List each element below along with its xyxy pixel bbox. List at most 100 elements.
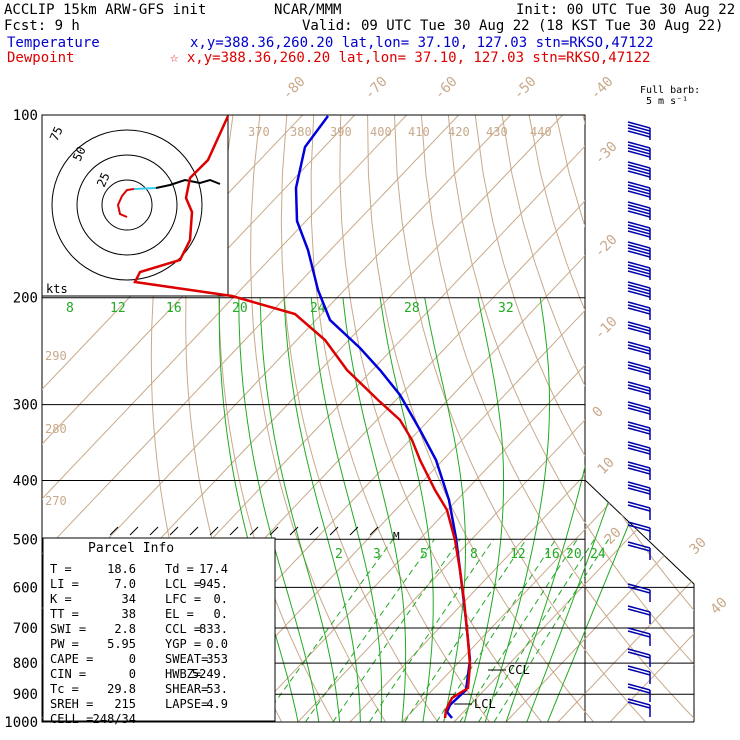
wind-barb-flag (627, 404, 651, 412)
wind-barb-flag (627, 583, 651, 591)
freezing-hatch (269, 526, 279, 536)
pressure-tick-label: 1000 (4, 715, 38, 731)
hodograph-ring (51, 129, 203, 281)
wind-barb-flag (627, 504, 651, 512)
freezing-hatch (149, 526, 159, 536)
dry-adiabat-line (690, 115, 694, 722)
parcel-info-value: 17.4 (199, 562, 228, 576)
pressure-tick-label: 100 (13, 108, 38, 124)
wind-barb-flag (627, 464, 651, 472)
parcel-info-value: LCL = (165, 577, 201, 591)
wind-barb-flag (627, 164, 651, 172)
forecast-hour: Fcst: 9 h (4, 18, 80, 34)
init-time: Init: 00 UTC Tue 30 Aug 22 (516, 2, 735, 18)
wind-barb-flag (627, 367, 651, 375)
pressure-tick-label: 400 (13, 473, 38, 489)
parcel-info-value: LFC = (165, 592, 201, 606)
wind-barb-flag (627, 424, 651, 432)
wind-barb-flag (627, 521, 651, 529)
isotherm-line (557, 115, 694, 722)
parcel-info-value: 248/34 (93, 712, 136, 726)
theta-label: 290 (45, 349, 67, 363)
wind-barb-flag (627, 421, 651, 429)
dry-adiabat-line (663, 115, 694, 722)
mixing-ratio-label: 8 (470, 547, 478, 562)
isotherm-line (42, 115, 512, 722)
mixing-ratio-label: 16 (166, 301, 182, 316)
parcel-info-value: SREH = (50, 697, 93, 711)
wind-barb-flag (627, 161, 651, 169)
wind-barb-flag (627, 361, 651, 369)
plot-border-extension (584, 479, 695, 722)
wind-barb-flag (627, 267, 651, 275)
pressure-tick-label: 900 (13, 687, 38, 703)
parcel-info-value: LI = (50, 577, 79, 591)
mixing-ratio-label: 24 (590, 547, 606, 562)
hodograph-ring-label: 25 (94, 170, 113, 189)
freezing-hatch (229, 526, 239, 536)
hodograph-ring (76, 154, 178, 256)
hodograph-trace-black (155, 178, 221, 189)
wind-barb-flag (627, 630, 651, 638)
parcel-info-value: 38 (122, 607, 136, 621)
dry-adiabat-line (555, 115, 694, 722)
wind-barb-flag (627, 651, 651, 659)
wind-barb-flag (627, 461, 651, 469)
parcel-info-value: TT = (50, 607, 79, 621)
wind-barb-flag (627, 441, 651, 449)
hodograph-ring-label: 75 (47, 124, 66, 143)
wind-barb-flag (627, 204, 651, 212)
wind-barb-flag (627, 586, 651, 594)
wind-barb-flag (627, 668, 651, 676)
wind-barb-flag (627, 127, 651, 135)
freezing-hatch (209, 526, 219, 536)
hodograph-ring (101, 179, 153, 231)
theta-label: 400 (370, 125, 392, 139)
freezing-hatch (329, 526, 339, 536)
temperature-location: x,y=388.36,260.20 lat,lon= 37.10, 127.03… (190, 35, 654, 51)
mixing-ratio-label: 12 (510, 547, 526, 562)
freezing-hatch (309, 526, 319, 536)
mixing-ratio-label: 28 (404, 301, 420, 316)
wind-barb-flag (627, 304, 651, 312)
wind-barb-flag (627, 221, 651, 229)
header: ACCLIP 15km ARW-GFS init NCAR/MMM Init: … (4, 2, 735, 107)
dry-adiabat-line (501, 115, 694, 722)
parcel-info-value: 5.95 (107, 637, 136, 651)
wind-barb-flag (627, 605, 651, 613)
dry-adiabat-line (447, 115, 694, 722)
dry-adiabat-line (636, 115, 694, 722)
wind-barb-flag (627, 665, 651, 673)
theta-label: 430 (486, 125, 508, 139)
parcel-info-value: 0. (214, 592, 228, 606)
parcel-info-title: Parcel Info (88, 541, 174, 556)
isotherm-label: 40 (708, 595, 731, 618)
parcel-info-value: T = (50, 562, 72, 576)
wind-barb-flag (627, 487, 651, 495)
mixing-ratio-label: 8 (66, 301, 74, 316)
wind-barb-flag (627, 524, 651, 532)
parcel-info-value: 29.8 (107, 682, 136, 696)
parcel-info-value: K = (50, 592, 72, 606)
mixing-ratio-label: 3 (373, 547, 381, 562)
parcel-info-value: Td = (165, 562, 194, 576)
wind-barb-flag (627, 187, 651, 195)
dewpoint-line (133, 115, 472, 719)
theta-label: 440 (530, 125, 552, 139)
dry-adiabat-line (250, 115, 387, 722)
freezing-hatch (249, 526, 259, 536)
freezing-hatch (349, 526, 359, 536)
isotherm-label: -20 (592, 232, 621, 261)
wind-barb-flag (627, 701, 651, 709)
wind-barb-flag (627, 264, 651, 272)
parcel-info-value: EL = (165, 607, 194, 621)
wind-barb-flag (627, 324, 651, 332)
parcel-info-value: SHEAR= (165, 682, 208, 696)
wind-barb-flag (627, 467, 651, 475)
theta-label: 280 (45, 422, 67, 436)
dry-adiabat-line (420, 115, 694, 722)
wind-barb-flag (627, 401, 651, 409)
hodograph-box (41, 114, 229, 297)
wind-barb-flag (627, 501, 651, 509)
